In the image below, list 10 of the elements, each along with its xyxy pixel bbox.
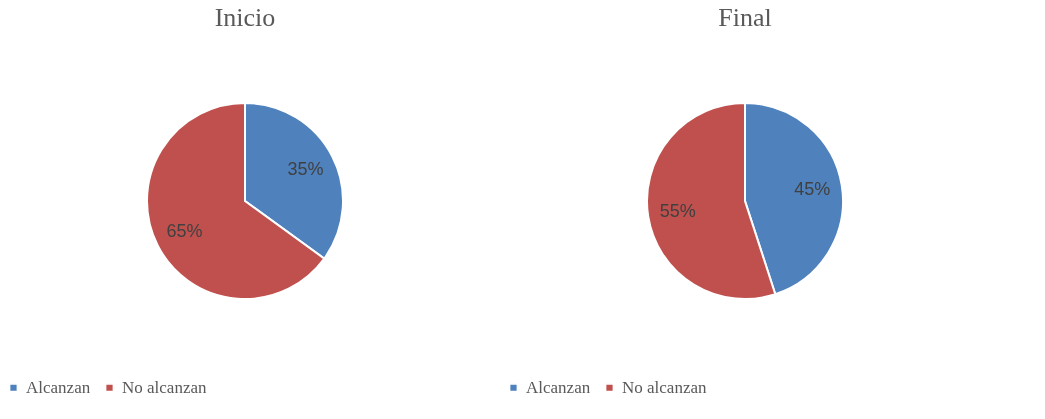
- data-label: 45%: [794, 179, 831, 200]
- legend-label: No alcanzan: [622, 377, 707, 397]
- data-label: 55%: [659, 200, 696, 221]
- legend-label: No alcanzan: [122, 377, 207, 397]
- data-label: 65%: [166, 220, 203, 241]
- data-label: 35%: [287, 159, 324, 180]
- legend-label: Alcanzan: [526, 377, 591, 397]
- legend-label: Alcanzan: [26, 377, 91, 397]
- chart-title: Inicio: [214, 3, 276, 32]
- chart-title: Final: [718, 3, 772, 32]
